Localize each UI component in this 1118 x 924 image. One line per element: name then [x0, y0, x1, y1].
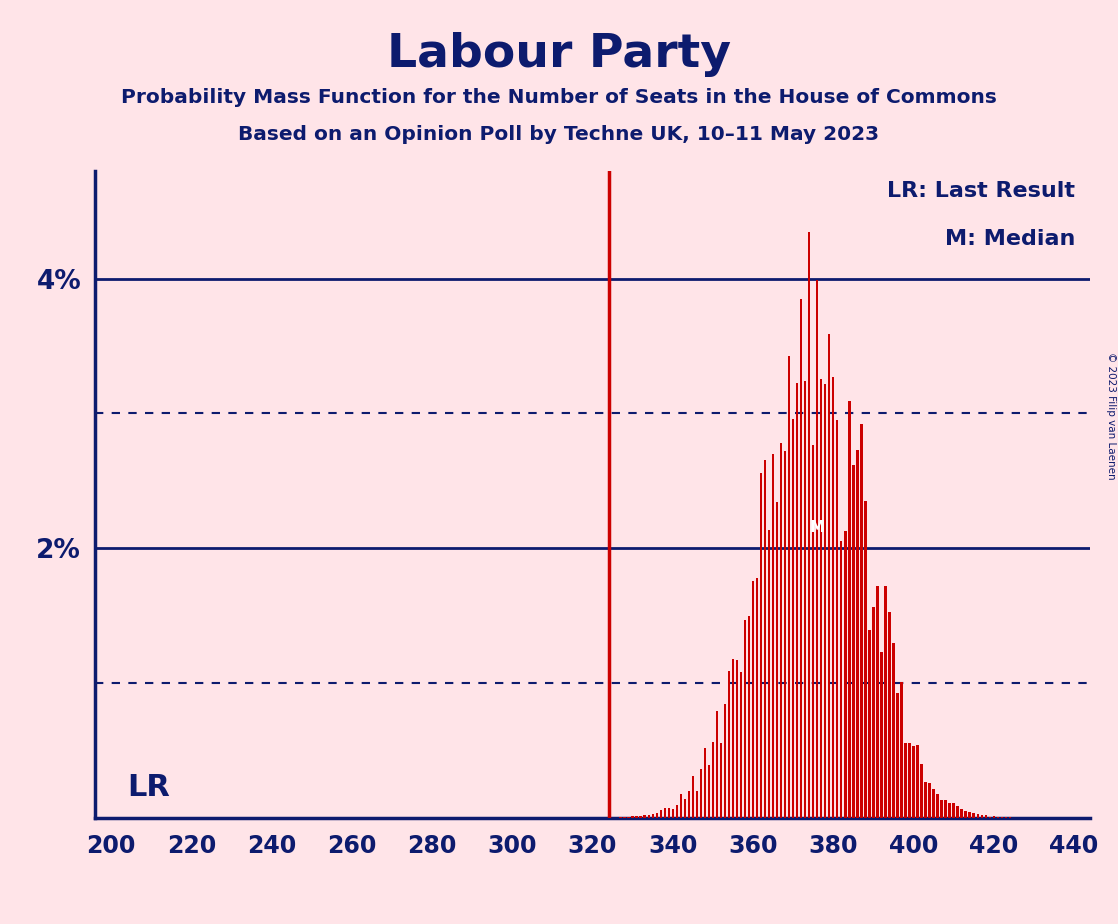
Bar — [985, 815, 987, 818]
Bar — [884, 586, 887, 818]
Bar — [644, 815, 646, 818]
Bar — [956, 806, 959, 818]
Bar — [819, 379, 823, 818]
Bar — [816, 280, 818, 818]
Bar — [968, 811, 970, 818]
Bar — [635, 816, 638, 818]
Bar — [988, 817, 991, 818]
Bar — [872, 607, 874, 818]
Bar — [652, 814, 654, 818]
Bar — [632, 817, 634, 818]
Bar — [925, 783, 927, 818]
Bar — [904, 743, 907, 818]
Bar — [768, 529, 770, 818]
Bar — [852, 465, 854, 818]
Bar — [948, 803, 950, 818]
Bar — [892, 643, 894, 818]
Bar — [780, 443, 783, 818]
Bar — [751, 581, 755, 818]
Bar — [700, 769, 702, 818]
Bar — [736, 661, 738, 818]
Bar — [740, 672, 742, 818]
Bar — [796, 383, 798, 818]
Bar — [723, 704, 727, 818]
Bar — [897, 693, 899, 818]
Bar — [708, 765, 710, 818]
Text: M: Median: M: Median — [945, 229, 1076, 249]
Bar — [712, 742, 714, 818]
Bar — [732, 659, 735, 818]
Bar — [664, 808, 666, 818]
Bar — [973, 812, 975, 818]
Bar — [864, 502, 866, 818]
Bar — [953, 803, 955, 818]
Bar — [743, 620, 746, 818]
Bar — [888, 612, 891, 818]
Bar — [672, 808, 674, 818]
Bar — [788, 356, 790, 818]
Bar — [812, 445, 814, 818]
Bar — [945, 800, 947, 818]
Bar — [728, 671, 730, 818]
Text: © 2023 Filip van Laenen: © 2023 Filip van Laenen — [1106, 352, 1116, 480]
Bar — [748, 616, 750, 818]
Bar — [928, 783, 931, 818]
Bar — [836, 420, 838, 818]
Bar — [849, 401, 851, 818]
Text: Probability Mass Function for the Number of Seats in the House of Commons: Probability Mass Function for the Number… — [121, 88, 997, 107]
Bar — [756, 578, 758, 818]
Bar — [980, 815, 983, 818]
Bar — [804, 382, 806, 818]
Bar — [844, 531, 846, 818]
Bar — [832, 377, 834, 818]
Bar — [660, 810, 662, 818]
Text: M: M — [809, 520, 825, 535]
Bar — [655, 812, 657, 818]
Bar — [932, 789, 935, 818]
Bar — [877, 586, 879, 818]
Bar — [908, 743, 911, 818]
Bar — [692, 776, 694, 818]
Bar — [900, 682, 902, 818]
Bar — [720, 743, 722, 818]
Bar — [680, 795, 682, 818]
Bar — [683, 799, 686, 818]
Bar — [860, 424, 863, 818]
Bar — [824, 383, 826, 818]
Bar — [993, 816, 995, 818]
Bar — [647, 815, 650, 818]
Bar — [667, 808, 670, 818]
Text: LR: Last Result: LR: Last Result — [887, 181, 1076, 201]
Bar — [940, 800, 942, 818]
Bar — [856, 450, 859, 818]
Bar — [808, 232, 811, 818]
Bar — [764, 460, 766, 818]
Bar — [695, 791, 698, 818]
Bar — [771, 454, 775, 818]
Bar — [937, 794, 939, 818]
Bar — [917, 745, 919, 818]
Bar — [920, 764, 922, 818]
Bar — [639, 816, 642, 818]
Text: LR: LR — [127, 772, 170, 802]
Bar — [675, 805, 678, 818]
Bar — [688, 791, 690, 818]
Bar — [716, 711, 718, 818]
Bar — [869, 630, 871, 818]
Bar — [703, 748, 707, 818]
Bar — [776, 502, 778, 818]
Bar — [976, 814, 979, 818]
Bar — [792, 419, 795, 818]
Bar — [880, 652, 882, 818]
Bar — [828, 334, 831, 818]
Text: Based on an Opinion Poll by Techne UK, 10–11 May 2023: Based on an Opinion Poll by Techne UK, 1… — [238, 125, 880, 144]
Bar — [960, 809, 963, 818]
Bar — [965, 811, 967, 818]
Bar — [912, 746, 915, 818]
Text: Labour Party: Labour Party — [387, 32, 731, 78]
Bar — [840, 541, 843, 818]
Bar — [784, 451, 786, 818]
Bar — [760, 473, 762, 818]
Bar — [800, 299, 803, 818]
